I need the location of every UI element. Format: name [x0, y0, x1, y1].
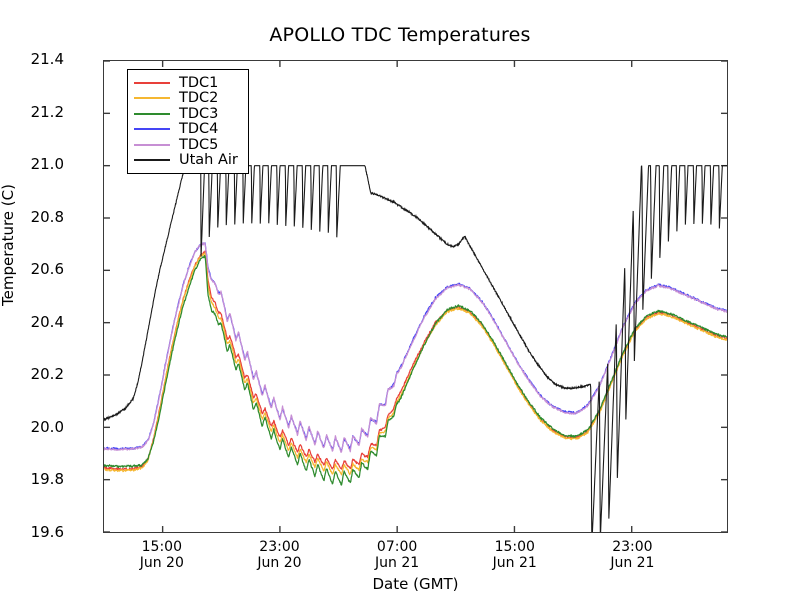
legend-label: Utah Air [179, 152, 238, 168]
legend-swatch-icon [134, 97, 170, 100]
x-tick-label: 15:00 Jun 21 [445, 539, 585, 571]
x-tick-date: Jun 21 [375, 554, 420, 571]
legend-swatch-icon [134, 112, 170, 115]
x-tick-time: 15:00 [141, 539, 182, 555]
legend-swatch-icon [134, 143, 170, 146]
y-tick-label: 19.6 [30, 523, 64, 541]
legend-item-tdc2: TDC2 [134, 91, 238, 107]
legend-item-utah-air: Utah Air [134, 153, 238, 169]
legend-item-tdc4: TDC4 [134, 122, 238, 138]
legend-label: TDC3 [179, 105, 219, 122]
x-tick-date: Jun 20 [257, 554, 302, 571]
legend-label: TDC1 [179, 74, 219, 91]
y-tick-label: 21.0 [30, 155, 64, 174]
x-tick-date: Jun 21 [610, 554, 655, 571]
x-tick-date: Jun 21 [492, 554, 537, 571]
legend-swatch-icon [134, 81, 170, 84]
x-axis-label: Date (GMT) [372, 575, 459, 593]
x-tick-time: 07:00 [376, 539, 418, 555]
legend-label: TDC5 [179, 136, 219, 153]
legend-item-tdc5: TDC5 [134, 137, 238, 153]
legend-label: TDC2 [179, 90, 219, 106]
x-tick-date: Jun 20 [139, 554, 184, 571]
page-title: APOLLO TDC Temperatures [269, 24, 531, 46]
series-line-utah-air [104, 165, 727, 532]
x-tick-time: 15:00 [494, 539, 535, 555]
y-tick-label: 19.8 [30, 470, 64, 489]
x-tick-time: 23:00 [259, 539, 300, 555]
chart-legend: TDC1 TDC2 TDC3 TDC4 TDC5 Utah Air [127, 69, 249, 174]
legend-item-tdc3: TDC3 [134, 106, 238, 122]
legend-label: TDC4 [179, 121, 219, 137]
y-tick-label: 21.4 [30, 50, 64, 68]
y-tick-label: 20.8 [30, 207, 64, 226]
x-tick-label: 15:00 Jun 20 [92, 539, 232, 571]
y-tick-label: 20.2 [30, 365, 64, 384]
x-tick-label: 23:00 Jun 20 [209, 539, 349, 571]
legend-swatch-icon [134, 159, 170, 162]
legend-swatch-icon [134, 128, 170, 131]
legend-item-tdc1: TDC1 [134, 75, 238, 91]
y-tick-label: 20.0 [30, 417, 64, 436]
y-tick-label: 21.2 [30, 102, 64, 121]
y-axis-label: Temperature (C) [0, 184, 17, 306]
series-line-tdc3 [104, 254, 727, 486]
x-tick-label: 07:00 Jun 21 [327, 539, 467, 571]
x-tick-time: 23:00 [612, 539, 653, 555]
y-tick-label: 20.6 [30, 260, 64, 279]
y-tick-label: 20.4 [30, 312, 64, 331]
x-tick-label: 23:00 Jun 21 [562, 539, 702, 571]
